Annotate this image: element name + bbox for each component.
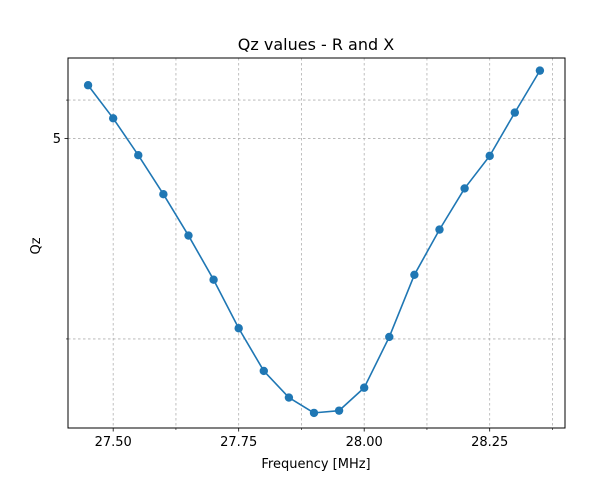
plot-frame bbox=[67, 57, 566, 429]
ticks: 27.50 27.75 28.00 28.25 5 bbox=[53, 99, 553, 450]
data-point bbox=[159, 190, 168, 199]
grid bbox=[68, 58, 565, 428]
data-point bbox=[385, 332, 394, 342]
data-point bbox=[510, 108, 519, 117]
data-point bbox=[134, 151, 143, 160]
x-tick-label: 28.25 bbox=[471, 435, 508, 450]
y-tick-label: 5 bbox=[53, 132, 61, 147]
data-point bbox=[334, 406, 344, 415]
data-point bbox=[535, 66, 545, 75]
chart-title: Qz values - R and X bbox=[238, 35, 394, 54]
x-axis-label: Frequency [MHz] bbox=[261, 457, 370, 472]
data-point bbox=[309, 408, 319, 418]
x-tick-label: 28.00 bbox=[346, 435, 383, 450]
data-point bbox=[108, 114, 118, 123]
data-point bbox=[359, 383, 369, 392]
y-axis-label: Qz bbox=[29, 237, 44, 254]
data-point bbox=[485, 151, 494, 161]
data-point bbox=[234, 324, 243, 333]
data-point bbox=[435, 225, 444, 234]
data-point bbox=[209, 275, 218, 284]
data-point bbox=[83, 81, 93, 90]
data-point bbox=[460, 184, 469, 193]
data-point bbox=[259, 366, 268, 376]
data-point bbox=[184, 231, 193, 240]
series bbox=[83, 66, 545, 418]
data-point bbox=[284, 393, 294, 402]
data-point bbox=[410, 270, 419, 279]
x-tick-label: 27.50 bbox=[95, 435, 132, 450]
axes bbox=[67, 57, 566, 429]
x-tick-label: 27.75 bbox=[220, 435, 257, 450]
